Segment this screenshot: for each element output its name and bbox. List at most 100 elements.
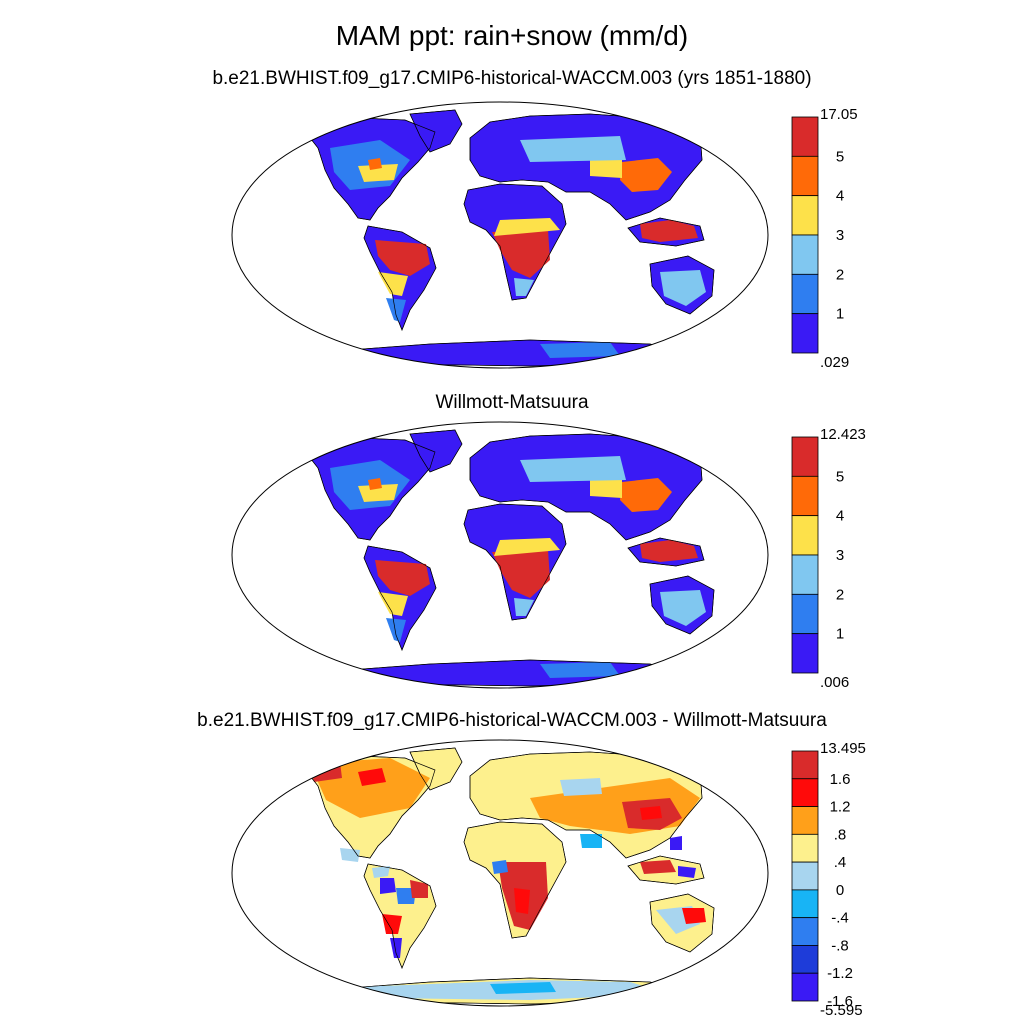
precip-region [382, 914, 402, 934]
colorbar-swatch [791, 195, 819, 236]
coastline-africa [463, 183, 567, 301]
precip-region [560, 778, 602, 796]
colorbar-svg-model: 17.05 5 4 3 2 1 .029 [791, 106, 858, 371]
precip-region [368, 158, 382, 170]
coastline-indonesia [627, 537, 705, 567]
coastline-northAmerica [299, 437, 436, 541]
colorbar-swatch [791, 778, 819, 807]
colorbar-swatch [791, 116, 819, 157]
colorbar-swatch [791, 917, 819, 946]
colorbar-svg-obs: 12.423 5 4 3 2 1 .006 [791, 426, 866, 691]
colorbar-swatch [791, 554, 819, 595]
colorbar-swatch [791, 945, 819, 974]
panel-2-title: Willmott-Matsuura [435, 392, 589, 413]
colorbar-label: -1.2 [827, 965, 853, 982]
precip-region [358, 484, 398, 502]
map-land-layer [299, 429, 715, 687]
colorbar-label: 2 [836, 266, 844, 283]
colorbar-swatch [791, 273, 819, 315]
colorbar-swatch [791, 155, 819, 197]
colorbar-label: 1 [836, 306, 844, 323]
colorbar-label: .8 [834, 826, 847, 843]
precip-region [678, 866, 696, 878]
coastline-australia [649, 255, 715, 315]
coastline-africa [463, 503, 567, 621]
colorbar-swatch [791, 889, 819, 919]
precip-region [492, 230, 550, 278]
precip-region [375, 560, 430, 596]
colorbar-swatch [791, 861, 819, 891]
precip-region [386, 298, 406, 322]
coastline-eurasia [469, 751, 703, 859]
colorbar-label: .029 [820, 354, 849, 371]
precip-region [378, 592, 408, 616]
map-border [231, 421, 769, 689]
colorbar-label: -.4 [831, 910, 849, 927]
colorbar-swatch [791, 750, 819, 780]
precip-region [620, 158, 672, 192]
colorbar-svg-diff: 13.495 1.6 1.2 .8 .4 0 -.4 -.8 -1.2 -1.6-5.595 [791, 740, 866, 1019]
figure-title: MAM ppt: rain+snow (mm/d) [335, 20, 689, 51]
precip-region [368, 478, 382, 490]
coastline-africa [463, 821, 567, 939]
colorbar-label: -1.6 [827, 993, 853, 1010]
coastline-australia [649, 893, 715, 953]
panel-3-title: b.e21.BWHIST.f09_g17.CMIP6-historical-WA… [197, 710, 827, 731]
precip-region [514, 888, 530, 914]
panel-1-title: b.e21.BWHIST.f09_g17.CMIP6-historical-WA… [212, 68, 812, 89]
colorbar-swatch [791, 234, 819, 275]
precip-region [375, 240, 430, 276]
map-panel-model [230, 100, 770, 370]
precip-region [540, 342, 620, 358]
colorbar-label: 2 [836, 586, 844, 603]
colorbar-label: 3 [836, 547, 844, 564]
coastline-southAmerica [363, 863, 437, 969]
precip-region [580, 834, 602, 848]
coastline-indonesia [627, 855, 705, 885]
colorbar-swatch [791, 475, 819, 517]
colorbar-swatch [791, 313, 819, 354]
map-land-layer [299, 747, 715, 1005]
precip-region [494, 538, 560, 556]
colorbar-label: 1.2 [830, 799, 851, 816]
precip-region [640, 806, 662, 820]
coastline-northAmerica [299, 117, 436, 221]
colorbar-label: -5.595 [820, 1002, 863, 1019]
map-border [231, 101, 769, 369]
colorbar-swatch [791, 436, 819, 477]
coastline-southAmerica [363, 545, 437, 651]
colorbar-swatch [791, 593, 819, 635]
precip-region [520, 456, 626, 482]
precip-region [590, 480, 622, 498]
colorbar-diff: 13.495 1.6 1.2 .8 .4 0 -.4 -.8 -1.2 -1.6 -5.595 [791, 740, 866, 1019]
colorbar-label: 17.05 [820, 106, 858, 123]
precip-region [378, 272, 408, 296]
precip-region [540, 662, 620, 678]
colorbar-model: 17.05 5 4 3 2 1 .029 [791, 106, 858, 371]
map-panel-diff [230, 738, 770, 1008]
colorbar-swatch [791, 833, 819, 863]
map-panel-obs [230, 420, 770, 690]
colorbar-label: 4 [836, 508, 844, 525]
colorbar-label: 5 [836, 468, 844, 485]
coastline-greenland [409, 429, 463, 473]
colorbar-swatch [791, 806, 819, 835]
coastline-southAmerica [363, 225, 437, 331]
map-border [231, 739, 769, 1007]
colorbar-swatch [791, 972, 819, 1002]
coastline-eurasia [469, 113, 703, 221]
precip-region [494, 218, 560, 236]
precip-region [682, 908, 706, 924]
precip-region [372, 866, 390, 878]
precip-region [660, 590, 706, 626]
colorbar-label: 1 [836, 626, 844, 643]
precip-region [492, 550, 550, 598]
colorbar-label: 3 [836, 227, 844, 244]
precip-region [410, 880, 428, 898]
precip-region [640, 860, 676, 874]
coastline-australia [649, 575, 715, 635]
precip-region [514, 278, 534, 296]
colorbar-label: 13.495 [820, 740, 866, 757]
colorbar-label: 1.6 [830, 771, 851, 788]
coastline-greenland [409, 747, 463, 791]
